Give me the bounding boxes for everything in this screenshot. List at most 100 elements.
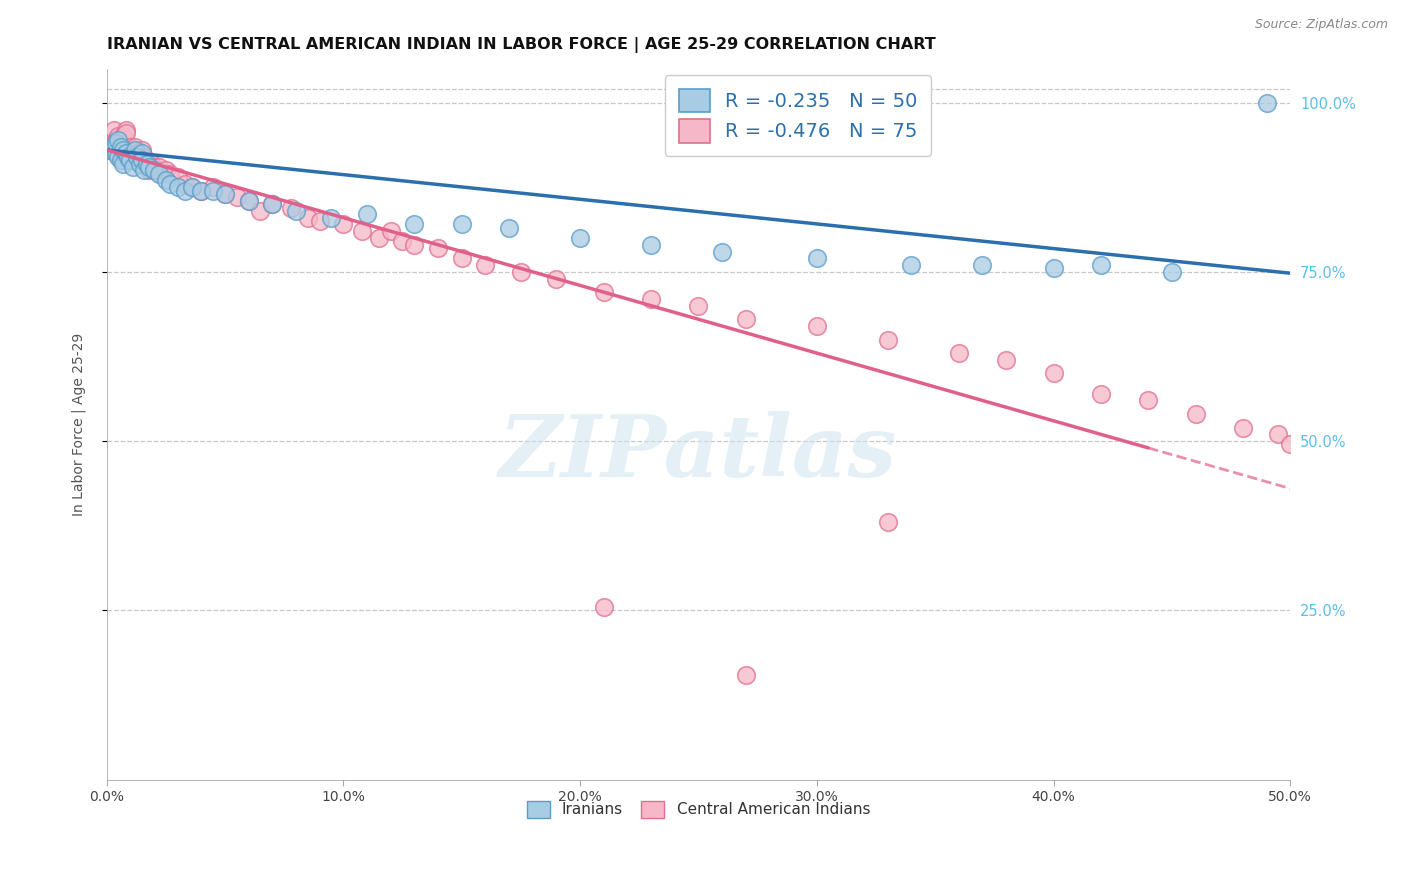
Point	[450, 252, 472, 266]
Point	[592, 285, 614, 300]
Point	[474, 258, 496, 272]
Point	[100, 139, 122, 153]
Point	[876, 333, 898, 347]
Point	[180, 180, 202, 194]
Point	[202, 184, 225, 198]
Point	[404, 218, 426, 232]
Point	[546, 271, 568, 285]
Point	[280, 201, 302, 215]
Point	[110, 136, 132, 151]
Point	[134, 150, 156, 164]
Point	[380, 224, 402, 238]
Point	[214, 186, 236, 201]
Point	[806, 252, 828, 266]
Point	[114, 146, 136, 161]
Point	[112, 143, 135, 157]
Point	[592, 599, 614, 614]
Point	[107, 133, 129, 147]
Point	[131, 146, 153, 161]
Point	[262, 197, 284, 211]
Point	[142, 160, 165, 174]
Point	[509, 265, 531, 279]
Point	[972, 258, 994, 272]
Point	[103, 139, 125, 153]
Point	[404, 237, 426, 252]
Point	[1256, 95, 1278, 110]
Point	[103, 136, 125, 151]
Point	[100, 143, 122, 157]
Point	[112, 156, 135, 170]
Point	[127, 150, 149, 164]
Point	[948, 346, 970, 360]
Point	[249, 203, 271, 218]
Point	[1042, 261, 1064, 276]
Point	[121, 146, 143, 161]
Point	[297, 211, 319, 225]
Point	[110, 146, 132, 161]
Point	[238, 194, 260, 208]
Point	[155, 173, 177, 187]
Point	[1267, 427, 1289, 442]
Point	[128, 146, 150, 161]
Point	[121, 160, 143, 174]
Legend: Iranians, Central American Indians: Iranians, Central American Indians	[519, 793, 877, 825]
Point	[711, 244, 734, 259]
Point	[1042, 367, 1064, 381]
Point	[427, 241, 450, 255]
Point	[806, 318, 828, 333]
Point	[450, 218, 472, 232]
Point	[105, 133, 128, 147]
Text: Source: ZipAtlas.com: Source: ZipAtlas.com	[1254, 18, 1388, 31]
Point	[135, 156, 157, 170]
Point	[308, 214, 330, 228]
Point	[105, 146, 128, 161]
Point	[569, 231, 592, 245]
Point	[367, 231, 389, 245]
Point	[284, 203, 307, 218]
Point	[238, 194, 260, 208]
Point	[112, 139, 135, 153]
Point	[117, 150, 139, 164]
Point	[148, 160, 170, 174]
Point	[498, 220, 520, 235]
Point	[105, 146, 128, 161]
Point	[332, 218, 354, 232]
Point	[202, 180, 225, 194]
Point	[97, 143, 120, 157]
Point	[138, 160, 160, 174]
Point	[134, 163, 156, 178]
Point	[225, 190, 247, 204]
Point	[356, 207, 378, 221]
Text: IRANIAN VS CENTRAL AMERICAN INDIAN IN LABOR FORCE | AGE 25-29 CORRELATION CHART: IRANIAN VS CENTRAL AMERICAN INDIAN IN LA…	[107, 37, 935, 54]
Point	[127, 150, 149, 164]
Point	[103, 122, 125, 136]
Point	[124, 143, 146, 157]
Point	[120, 150, 142, 164]
Point	[107, 150, 129, 164]
Point	[352, 224, 374, 238]
Point	[1160, 265, 1182, 279]
Point	[142, 163, 165, 178]
Point	[321, 211, 343, 225]
Point	[105, 136, 128, 151]
Y-axis label: In Labor Force | Age 25-29: In Labor Force | Age 25-29	[72, 333, 86, 516]
Point	[1232, 420, 1254, 434]
Point	[107, 139, 129, 153]
Point	[148, 167, 170, 181]
Point	[190, 184, 212, 198]
Point	[145, 163, 167, 178]
Point	[640, 237, 662, 252]
Point	[734, 312, 756, 326]
Point	[131, 153, 153, 168]
Point	[107, 129, 129, 144]
Point	[173, 184, 195, 198]
Point	[120, 139, 142, 153]
Point	[141, 156, 163, 170]
Point	[159, 177, 181, 191]
Point	[876, 516, 898, 530]
Point	[150, 167, 173, 181]
Point	[688, 299, 710, 313]
Point	[640, 292, 662, 306]
Point	[117, 143, 139, 157]
Point	[166, 170, 188, 185]
